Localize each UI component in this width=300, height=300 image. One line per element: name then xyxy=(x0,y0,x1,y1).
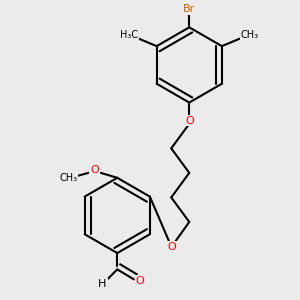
Text: O: O xyxy=(167,242,176,251)
Text: CH₃: CH₃ xyxy=(241,30,259,40)
Text: CH₃: CH₃ xyxy=(59,173,77,183)
Text: H: H xyxy=(98,279,107,289)
Text: O: O xyxy=(136,276,145,286)
Text: Br: Br xyxy=(183,4,195,14)
Text: O: O xyxy=(90,165,99,175)
Text: H₃C: H₃C xyxy=(120,30,138,40)
Text: O: O xyxy=(185,116,194,126)
